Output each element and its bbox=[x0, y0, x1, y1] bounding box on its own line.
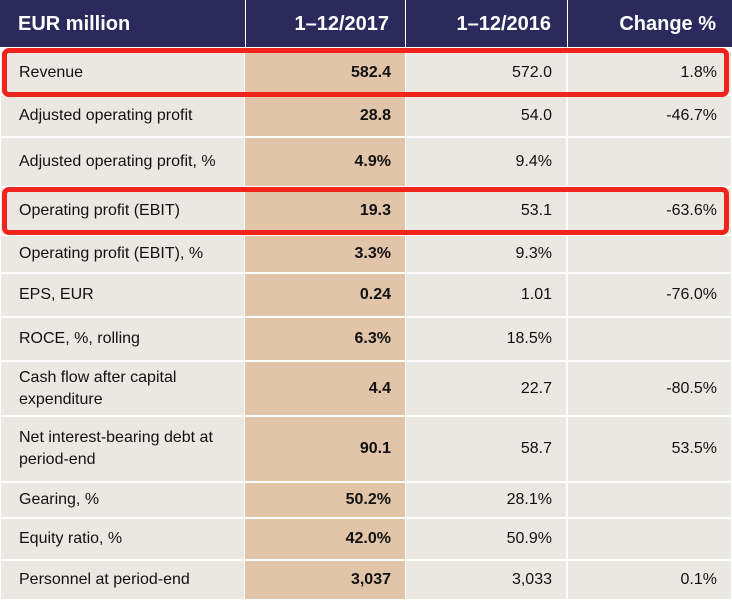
highlight-box bbox=[2, 187, 729, 235]
value-cell: 4.9% bbox=[245, 138, 405, 186]
value-cell: 3,037 bbox=[245, 561, 405, 599]
value-cell: 54.0 bbox=[406, 96, 566, 136]
row-label: Operating profit (EBIT), % bbox=[1, 236, 244, 272]
value-cell: -76.0% bbox=[568, 274, 731, 316]
value-cell: 50.2% bbox=[245, 483, 405, 517]
value-cell: 42.0% bbox=[245, 519, 405, 559]
value-cell: -63.6% bbox=[568, 188, 731, 234]
value-cell: 1.01 bbox=[406, 274, 566, 316]
value-cell: 53.5% bbox=[568, 417, 731, 481]
row-label: EPS, EUR bbox=[1, 274, 244, 316]
value-cell: -80.5% bbox=[568, 362, 731, 415]
value-cell: 9.4% bbox=[406, 138, 566, 186]
value-cell: 572.0 bbox=[406, 51, 566, 94]
row-label: Adjusted operating profit, % bbox=[1, 138, 244, 186]
value-cell: 3.3% bbox=[245, 236, 405, 272]
value-cell bbox=[568, 236, 731, 272]
value-cell: 0.1% bbox=[568, 561, 731, 599]
row-label: ROCE, %, rolling bbox=[1, 318, 244, 360]
value-cell: 582.4 bbox=[245, 51, 405, 94]
value-cell: 28.8 bbox=[245, 96, 405, 136]
value-cell: 3,033 bbox=[406, 561, 566, 599]
row-label: Revenue bbox=[1, 51, 244, 94]
value-cell bbox=[568, 138, 731, 186]
value-cell: 50.9% bbox=[406, 519, 566, 559]
row-label: Net interest-bearing debt at period-end bbox=[1, 417, 244, 481]
value-cell: 6.3% bbox=[245, 318, 405, 360]
value-cell: 53.1 bbox=[406, 188, 566, 234]
value-cell: 18.5% bbox=[406, 318, 566, 360]
header-cell: Change % bbox=[568, 0, 732, 47]
value-cell bbox=[568, 519, 731, 559]
value-cell: 4.4 bbox=[245, 362, 405, 415]
highlight-box bbox=[2, 48, 729, 97]
value-cell bbox=[568, 318, 731, 360]
value-cell: 22.7 bbox=[406, 362, 566, 415]
value-cell: 90.1 bbox=[245, 417, 405, 481]
row-label: Gearing, % bbox=[1, 483, 244, 517]
header-cell: EUR million bbox=[0, 0, 245, 47]
value-cell bbox=[568, 483, 731, 517]
row-label: Cash flow after capital expenditure bbox=[1, 362, 244, 415]
row-label: Personnel at period-end bbox=[1, 561, 244, 599]
row-label: Adjusted operating profit bbox=[1, 96, 244, 136]
value-cell: -46.7% bbox=[568, 96, 731, 136]
row-label: Equity ratio, % bbox=[1, 519, 244, 559]
row-label: Operating profit (EBIT) bbox=[1, 188, 244, 234]
header-cell: 1–12/2017 bbox=[246, 0, 405, 47]
value-cell: 1.8% bbox=[568, 51, 731, 94]
value-cell: 0.24 bbox=[245, 274, 405, 316]
header-cell: 1–12/2016 bbox=[406, 0, 567, 47]
value-cell: 28.1% bbox=[406, 483, 566, 517]
value-cell: 9.3% bbox=[406, 236, 566, 272]
value-cell: 58.7 bbox=[406, 417, 566, 481]
value-cell: 19.3 bbox=[245, 188, 405, 234]
